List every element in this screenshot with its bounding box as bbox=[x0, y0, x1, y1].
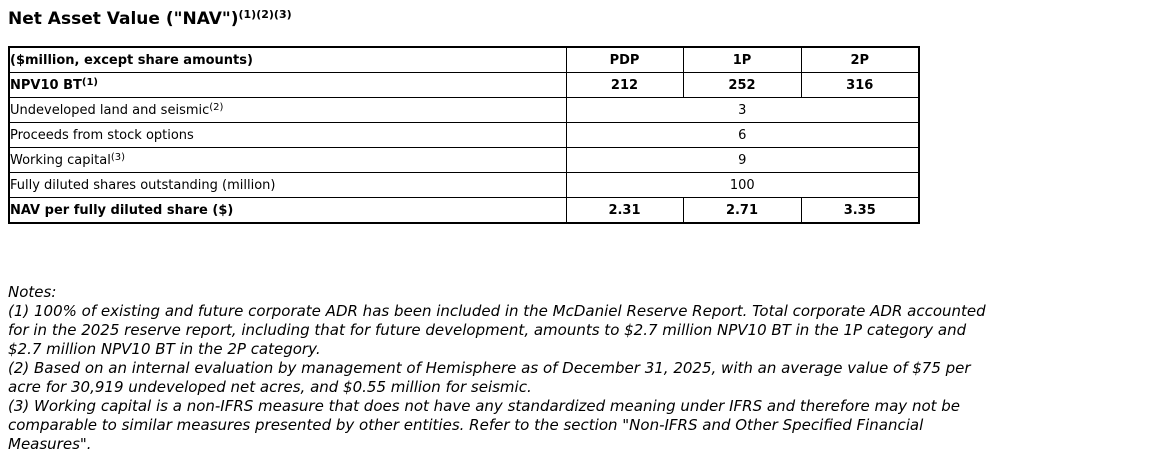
footnote-ref-3: (3) bbox=[110, 151, 125, 163]
row-label: NAV per fully diluted share ($) bbox=[8, 197, 567, 224]
nav-table: ($million, except share amounts) PDP 1P … bbox=[8, 46, 920, 224]
page-title: Net Asset Value ("NAV")(1)(2)(3) bbox=[8, 9, 1172, 29]
row-label: Undeveloped land and seismic(2) bbox=[8, 97, 567, 123]
note-line: acre for 30,919 undeveloped net acres, a… bbox=[8, 378, 532, 396]
cell-pdp-value: 212 bbox=[565, 72, 684, 98]
footnote-ref-2: (2) bbox=[209, 101, 224, 113]
row-label: Proceeds from stock options bbox=[8, 122, 567, 148]
row-npv10-bt: NPV10 BT(1) 212 252 316 bbox=[8, 72, 920, 98]
table-header-row: ($million, except share amounts) PDP 1P … bbox=[8, 46, 920, 73]
cell-1p-value: 2.71 bbox=[682, 197, 802, 224]
row-label: NPV10 BT(1) bbox=[8, 72, 567, 98]
cell-merged-value: 6 bbox=[565, 122, 920, 148]
row-nav-per-share: NAV per fully diluted share ($) 2.31 2.7… bbox=[8, 197, 920, 224]
cell-merged-value: 3 bbox=[565, 97, 920, 123]
notes-section: Notes: (1) 100% of existing and future c… bbox=[8, 283, 1172, 454]
row-label: Working capital(3) bbox=[8, 147, 567, 173]
cell-2p-value: 316 bbox=[800, 72, 920, 98]
note-line: $2.7 million NPV10 BT in the 2P category… bbox=[8, 340, 321, 358]
cell-merged-value: 9 bbox=[565, 147, 920, 173]
note-line: (3) Working capital is a non-IFRS measur… bbox=[8, 397, 961, 415]
footnote-ref-1: (1) bbox=[81, 76, 98, 88]
row-label: Fully diluted shares outstanding (millio… bbox=[8, 172, 567, 198]
page-title-text: Net Asset Value ("NAV") bbox=[8, 9, 239, 29]
column-header-pdp: PDP bbox=[565, 46, 684, 73]
note-line: (2) Based on an internal evaluation by m… bbox=[8, 359, 971, 377]
notes-heading: Notes: bbox=[8, 283, 57, 301]
note-line: Measures". bbox=[8, 435, 92, 453]
cell-1p-value: 252 bbox=[682, 72, 802, 98]
note-line: comparable to similar measures presented… bbox=[8, 416, 924, 434]
column-header-1p: 1P bbox=[682, 46, 802, 73]
row-undeveloped-land: Undeveloped land and seismic(2) 3 bbox=[8, 97, 920, 123]
cell-pdp-value: 2.31 bbox=[565, 197, 684, 224]
row-diluted-shares: Fully diluted shares outstanding (millio… bbox=[8, 172, 920, 198]
column-header-2p: 2P bbox=[800, 46, 920, 73]
row-stock-options: Proceeds from stock options 6 bbox=[8, 122, 920, 148]
cell-2p-value: 3.35 bbox=[800, 197, 920, 224]
document-content: Net Asset Value ("NAV")(1)(2)(3) ($milli… bbox=[8, 9, 1172, 454]
table-header-label: ($million, except share amounts) bbox=[8, 46, 567, 73]
note-line: (1) 100% of existing and future corporat… bbox=[8, 302, 986, 320]
row-working-capital: Working capital(3) 9 bbox=[8, 147, 920, 173]
note-line: for in the 2025 reserve report, includin… bbox=[8, 321, 967, 339]
page-title-superscript: (1)(2)(3) bbox=[238, 8, 292, 21]
cell-merged-value: 100 bbox=[565, 172, 920, 198]
